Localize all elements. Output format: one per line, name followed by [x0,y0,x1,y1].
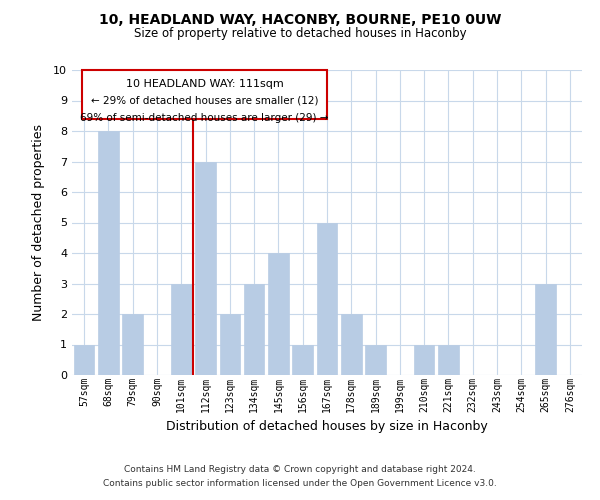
Text: Contains HM Land Registry data © Crown copyright and database right 2024.
Contai: Contains HM Land Registry data © Crown c… [103,466,497,487]
Bar [195,162,216,375]
Bar [438,344,459,375]
Bar [268,253,289,375]
Bar [414,344,434,375]
Bar [98,131,119,375]
Text: 10, HEADLAND WAY, HACONBY, BOURNE, PE10 0UW: 10, HEADLAND WAY, HACONBY, BOURNE, PE10 … [99,12,501,26]
Bar [365,344,386,375]
Bar [244,284,265,375]
Text: 10 HEADLAND WAY: 111sqm: 10 HEADLAND WAY: 111sqm [126,79,283,89]
Bar [535,284,556,375]
Bar [171,284,191,375]
Text: 69% of semi-detached houses are larger (29) →: 69% of semi-detached houses are larger (… [80,112,329,122]
Bar [122,314,143,375]
Bar [292,344,313,375]
Text: Size of property relative to detached houses in Haconby: Size of property relative to detached ho… [134,28,466,40]
X-axis label: Distribution of detached houses by size in Haconby: Distribution of detached houses by size … [166,420,488,433]
Y-axis label: Number of detached properties: Number of detached properties [32,124,45,321]
Bar [341,314,362,375]
Bar [220,314,240,375]
FancyBboxPatch shape [82,70,327,119]
Bar [74,344,94,375]
Bar [317,222,337,375]
Text: ← 29% of detached houses are smaller (12): ← 29% of detached houses are smaller (12… [91,96,319,106]
